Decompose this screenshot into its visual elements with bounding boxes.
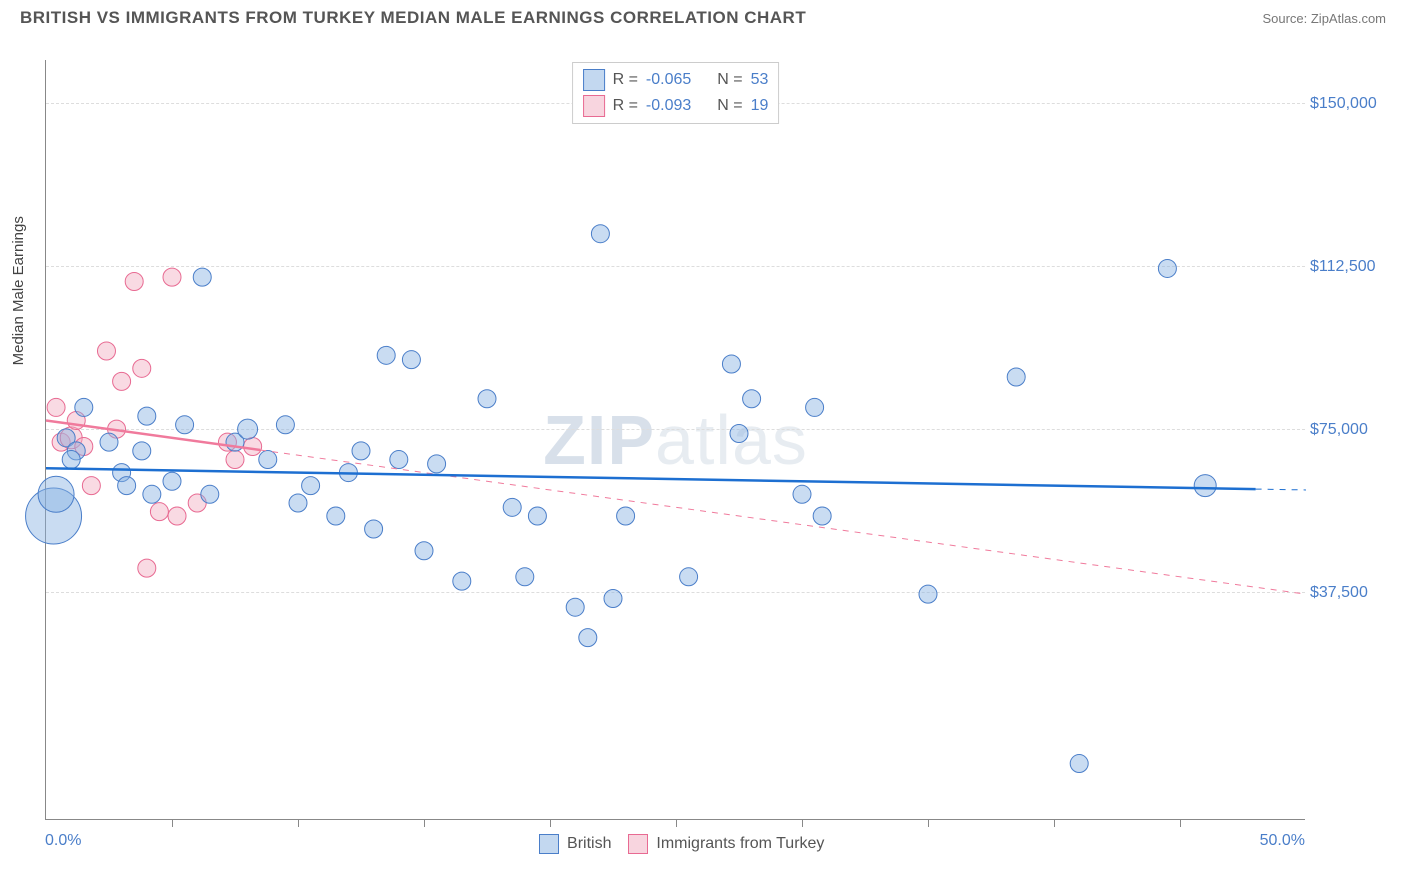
- data-point: [82, 477, 100, 495]
- data-point: [163, 472, 181, 490]
- trend-line: [260, 450, 1306, 594]
- data-point: [415, 542, 433, 560]
- data-point: [193, 268, 211, 286]
- stats-row: R = -0.065 N = 53: [583, 67, 769, 93]
- data-point: [133, 359, 151, 377]
- trend-line: [1256, 489, 1306, 490]
- x-tick: [802, 819, 803, 827]
- data-point: [743, 390, 761, 408]
- legend-swatch-icon: [583, 69, 605, 91]
- data-point: [1070, 755, 1088, 773]
- data-point: [138, 407, 156, 425]
- data-point: [201, 485, 219, 503]
- data-point: [276, 416, 294, 434]
- trend-line: [46, 468, 1256, 489]
- y-tick-label: $150,000: [1310, 95, 1400, 113]
- data-point: [402, 351, 420, 369]
- stat-value: 53: [751, 71, 769, 89]
- x-tick: [424, 819, 425, 827]
- data-point: [591, 225, 609, 243]
- data-point: [62, 451, 80, 469]
- data-point: [813, 507, 831, 525]
- chart-title: BRITISH VS IMMIGRANTS FROM TURKEY MEDIAN…: [20, 8, 806, 28]
- data-point: [365, 520, 383, 538]
- data-point: [302, 477, 320, 495]
- data-point: [97, 342, 115, 360]
- y-tick-label: $37,500: [1310, 584, 1400, 602]
- data-point: [453, 572, 471, 590]
- data-point: [38, 476, 74, 512]
- x-tick: [550, 819, 551, 827]
- scatter-svg: [46, 60, 1305, 819]
- data-point: [604, 590, 622, 608]
- data-point: [806, 398, 824, 416]
- data-point: [428, 455, 446, 473]
- data-point: [722, 355, 740, 373]
- x-tick: [928, 819, 929, 827]
- data-point: [478, 390, 496, 408]
- data-point: [47, 398, 65, 416]
- data-point: [327, 507, 345, 525]
- data-point: [238, 419, 258, 439]
- stat-value: -0.065: [646, 71, 691, 89]
- x-axis-min-label: 0.0%: [45, 832, 81, 850]
- legend-swatch-icon: [583, 95, 605, 117]
- data-point: [919, 585, 937, 603]
- x-tick: [1180, 819, 1181, 827]
- stat-value: 19: [751, 97, 769, 115]
- stat-label: R =: [613, 71, 638, 89]
- y-tick-label: $112,500: [1310, 258, 1400, 276]
- x-tick: [298, 819, 299, 827]
- data-point: [143, 485, 161, 503]
- plot-area: ZIPatlas $37,500$75,000$112,500$150,000 …: [45, 60, 1305, 820]
- data-point: [150, 503, 168, 521]
- header: BRITISH VS IMMIGRANTS FROM TURKEY MEDIAN…: [0, 0, 1406, 32]
- data-point: [793, 485, 811, 503]
- stats-row: R = -0.093 N = 19: [583, 93, 769, 119]
- data-point: [244, 438, 262, 456]
- data-point: [133, 442, 151, 460]
- data-point: [226, 451, 244, 469]
- data-point: [163, 268, 181, 286]
- data-point: [617, 507, 635, 525]
- data-point: [289, 494, 307, 512]
- stats-legend: R = -0.065 N = 53 R = -0.093 N = 19: [572, 62, 780, 124]
- data-point: [125, 272, 143, 290]
- data-point: [680, 568, 698, 586]
- data-point: [118, 477, 136, 495]
- x-tick: [172, 819, 173, 827]
- data-point: [1158, 259, 1176, 277]
- data-point: [503, 498, 521, 516]
- data-point: [730, 424, 748, 442]
- x-tick: [1054, 819, 1055, 827]
- x-axis-labels: 0.0% 50.0%: [45, 832, 1305, 850]
- data-point: [390, 451, 408, 469]
- data-point: [566, 598, 584, 616]
- data-point: [113, 372, 131, 390]
- data-point: [1194, 475, 1216, 497]
- x-tick: [676, 819, 677, 827]
- data-point: [1007, 368, 1025, 386]
- source-attribution: Source: ZipAtlas.com: [1262, 11, 1386, 26]
- data-point: [352, 442, 370, 460]
- y-tick-label: $75,000: [1310, 421, 1400, 439]
- data-point: [377, 346, 395, 364]
- data-point: [176, 416, 194, 434]
- y-axis-title: Median Male Earnings: [10, 216, 27, 365]
- data-point: [168, 507, 186, 525]
- stat-label: N =: [717, 97, 742, 115]
- data-point: [516, 568, 534, 586]
- data-point: [138, 559, 156, 577]
- data-point: [528, 507, 546, 525]
- stat-value: -0.093: [646, 97, 691, 115]
- data-point: [75, 398, 93, 416]
- stat-label: R =: [613, 97, 638, 115]
- data-point: [259, 451, 277, 469]
- data-point: [100, 433, 118, 451]
- x-axis-max-label: 50.0%: [1260, 832, 1305, 850]
- stat-label: N =: [717, 71, 742, 89]
- data-point: [579, 629, 597, 647]
